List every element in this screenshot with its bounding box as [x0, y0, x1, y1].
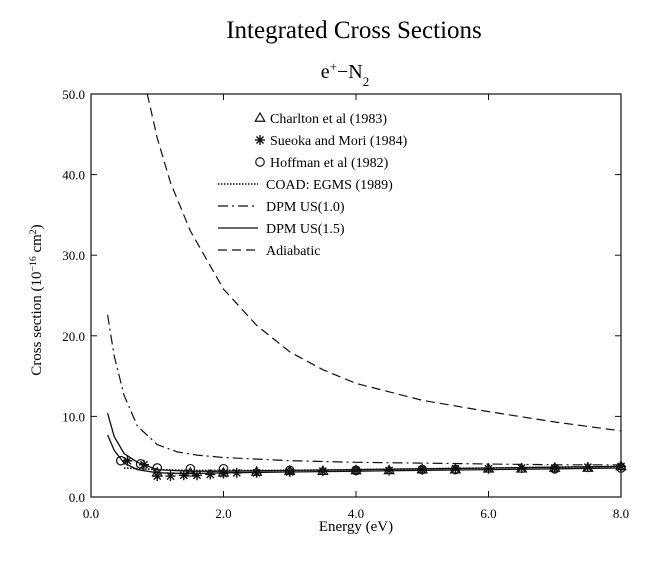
series-line-adiabatic — [146, 93, 622, 432]
y-tick-label: 40.0 — [62, 168, 85, 183]
marker-circle — [351, 465, 361, 476]
legend-marker-triangle — [254, 111, 266, 122]
marker-circle — [185, 463, 196, 474]
y-axis-label: Cross section (10−16 cm2) — [28, 224, 46, 375]
x-tick-label: 6.0 — [480, 506, 496, 521]
marker-circle — [152, 463, 163, 473]
legend-marker-circle — [255, 157, 265, 167]
chart-subtitle: e+−N2 — [321, 59, 369, 89]
plot-frame — [90, 93, 622, 498]
x-axis-label: Energy (eV) — [319, 519, 393, 535]
marker-asterisk — [251, 467, 262, 478]
marker-circle — [218, 463, 229, 474]
marker-asterisk — [516, 462, 527, 473]
marker-circle — [417, 464, 428, 475]
marker-circle — [115, 455, 126, 466]
legend-label: Charlton et al (1983) — [270, 112, 387, 127]
marker-asterisk — [483, 463, 494, 474]
marker-asterisk — [122, 455, 133, 466]
x-tick-label: 0.0 — [83, 506, 99, 521]
x-tick-label: 8.0 — [613, 506, 629, 521]
legend-label: DPM US(1.5) — [266, 222, 345, 237]
marker-circle — [450, 464, 461, 475]
axis-ticks: 0.0 10.0 20.0 30.0 40.0 50.0 0.0 2.0 4.0 6.0 8.0 — [62, 87, 629, 521]
legend-marker-asterisk — [255, 135, 265, 145]
y-tick-label: 0.0 — [69, 490, 85, 505]
marker-circle — [284, 465, 295, 476]
y-tick-label: 10.0 — [62, 409, 85, 424]
legend-label: DPM US(1.0) — [266, 200, 345, 215]
series-curves — [106, 93, 622, 475]
y-tick-label: 50.0 — [62, 87, 85, 102]
marker-asterisk — [165, 471, 176, 482]
x-tick-label: 4.0 — [348, 506, 364, 521]
legend-label: COAD: EGMS (1989) — [266, 178, 393, 193]
series-line-dpm-us-1-0 — [107, 314, 621, 466]
marker-circle — [549, 463, 560, 474]
series-markers — [115, 455, 627, 482]
legend-label: Hoffman et al (1982) — [270, 156, 389, 171]
x-tick-label: 2.0 — [215, 506, 231, 521]
series-line-dpm-us-1-5 — [106, 413, 622, 472]
marker-asterisk — [417, 464, 428, 475]
marker-circle — [616, 463, 626, 473]
marker-asterisk — [231, 467, 242, 478]
marker-asterisk — [384, 465, 395, 476]
axis-labels: Energy (eV) Cross section (10−16 cm2) — [28, 224, 394, 535]
legend-label: Adiabatic — [266, 244, 320, 259]
y-tick-label: 30.0 — [62, 248, 85, 263]
legend: Charlton et al (1983) Sueoka and Mori (19… — [218, 111, 408, 259]
y-tick-label: 20.0 — [62, 329, 85, 344]
marker-asterisk — [351, 465, 361, 476]
chart-title: Integrated Cross Sections — [226, 17, 482, 44]
marker-asterisk — [178, 470, 189, 481]
marker-asterisk — [192, 470, 202, 481]
marker-circle — [135, 459, 146, 469]
marker-asterisk — [582, 462, 593, 473]
marker-asterisk — [205, 469, 216, 480]
marker-asterisk — [317, 466, 328, 477]
legend-label: Sueoka and Mori (1984) — [270, 134, 408, 149]
